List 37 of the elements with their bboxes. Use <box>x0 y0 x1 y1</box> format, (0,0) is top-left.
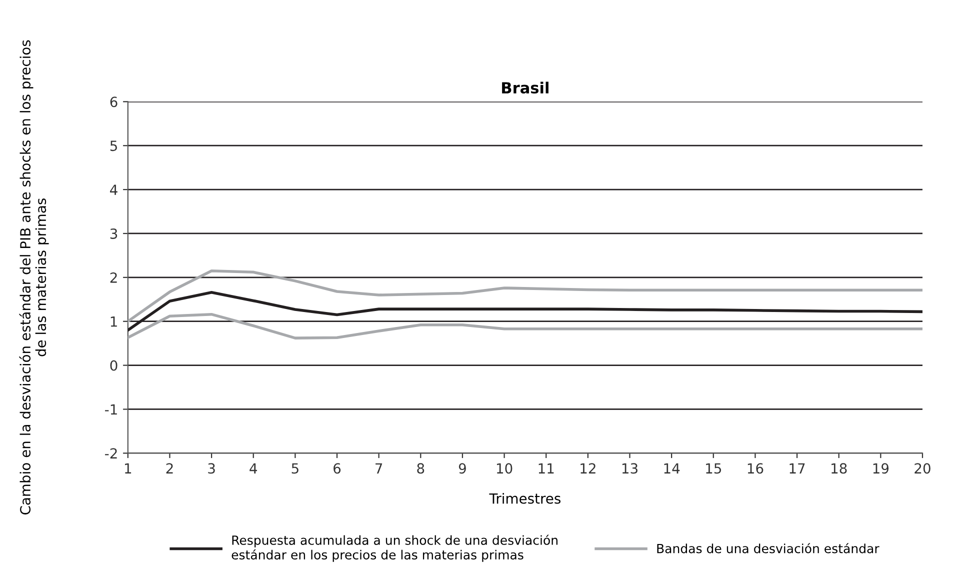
chart-title: Brasil <box>502 82 548 94</box>
x-tick-label: 7 <box>376 463 382 474</box>
y-axis-title: Cambio en la desviación estándar del PIB ante shocks en los precios de las materias primas <box>19 40 49 514</box>
y-tick-label: 5 <box>110 140 117 152</box>
y-tick-label: 4 <box>110 184 118 195</box>
x-axis-title: Trimestres <box>489 493 560 504</box>
x-tick-label: 12 <box>580 463 596 474</box>
x-tick-label: 16 <box>748 463 764 474</box>
x-tick-label: 10 <box>496 463 512 474</box>
x-tick-label: 15 <box>706 463 722 474</box>
x-tick-label: 2 <box>166 463 173 474</box>
y-tick-label: 1 <box>110 316 117 327</box>
x-tick-label: 18 <box>832 463 847 474</box>
legend-label: Bandas de una desviación estándar <box>657 543 880 554</box>
x-tick-label: 19 <box>873 463 889 474</box>
x-tick-label: 14 <box>664 463 680 474</box>
y-tick-label: -1 <box>105 404 117 415</box>
x-tick-label: 13 <box>622 463 638 474</box>
line-series <box>128 312 922 340</box>
y-tick-label: 0 <box>110 360 118 371</box>
line-series <box>128 290 922 332</box>
x-tick-label: 9 <box>458 463 466 474</box>
y-tick-label: 3 <box>110 228 118 239</box>
x-tick-label: 6 <box>334 463 341 474</box>
y-tick-label: 2 <box>110 272 117 283</box>
x-tick-label: 8 <box>417 463 424 474</box>
x-tick-label: 11 <box>538 463 554 474</box>
y-tick-label: -2 <box>105 448 117 458</box>
legend-label: Respuesta acumulada a un shock de una desviación estándar en los precios de las materias primas <box>232 534 558 562</box>
x-tick-label: 17 <box>790 463 805 474</box>
x-tick-label: 4 <box>250 463 258 474</box>
line-series <box>128 269 922 323</box>
y-tick-label: 6 <box>110 96 118 108</box>
x-tick-label: 1 <box>125 463 132 474</box>
x-tick-label: 20 <box>914 463 930 474</box>
x-tick-label: 3 <box>208 463 215 474</box>
x-tick-label: 5 <box>292 463 298 474</box>
